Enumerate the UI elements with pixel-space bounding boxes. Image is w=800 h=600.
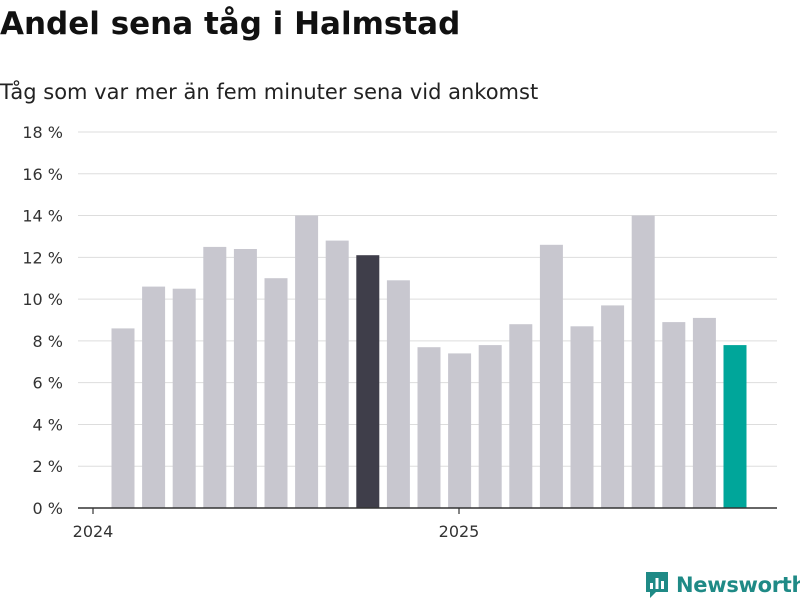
bar-2024-05 xyxy=(233,249,257,508)
y-tick-label: 10 % xyxy=(22,290,63,309)
newsworthy-logo-text: Newsworthy xyxy=(676,573,800,597)
y-tick-label: 4 % xyxy=(33,415,63,434)
bar-2024-02 xyxy=(142,286,166,508)
bar-2024-03 xyxy=(172,288,196,508)
y-tick-label: 0 % xyxy=(33,499,63,518)
bar-2024-08 xyxy=(325,240,349,508)
bar-2025-06 xyxy=(631,215,655,508)
newsworthy-logo-icon xyxy=(646,572,668,598)
axes: 0 % 2 % 4 % 6 % 8 % 10 % 12 % 14 % 16 % 18 % 2024 2… xyxy=(22,123,777,541)
chart-title: Andel sena tåg i Halmstad xyxy=(0,6,461,42)
y-tick-label: 18 % xyxy=(22,123,63,142)
bar-2024-11 xyxy=(417,347,441,508)
bar-2025-04 xyxy=(570,326,594,508)
bar-2024-09 xyxy=(356,255,380,508)
bar-2024-07 xyxy=(295,215,319,508)
bar-chart: 0 % 2 % 4 % 6 % 8 % 10 % 12 % 14 % 16 % 18 % 2024 2… xyxy=(22,123,777,541)
bar-2025-08 xyxy=(692,317,716,508)
newsworthy-logo[interactable]: Newsworthy xyxy=(644,570,800,600)
bar-2024-12 xyxy=(448,353,472,508)
bar-2025-01 xyxy=(478,345,502,508)
y-tick-label: 16 % xyxy=(22,165,63,184)
bar-2025-09 xyxy=(723,345,747,508)
bar-2025-02 xyxy=(509,324,533,508)
bar-2025-07 xyxy=(662,322,686,508)
x-tick-label: 2025 xyxy=(439,522,480,541)
y-tick-label: 2 % xyxy=(33,457,63,476)
bar-2025-05 xyxy=(601,305,625,508)
y-tick-label: 8 % xyxy=(33,332,63,351)
y-tick-label: 14 % xyxy=(22,207,63,226)
y-tick-label: 12 % xyxy=(22,248,63,267)
chart-subtitle: Tåg som var mer än fem minuter sena vid … xyxy=(0,80,539,104)
bars xyxy=(111,215,747,509)
x-tick-label: 2024 xyxy=(73,522,114,541)
bar-2024-10 xyxy=(386,280,410,508)
y-tick-label: 6 % xyxy=(33,374,63,393)
bar-2024-06 xyxy=(264,278,288,508)
bar-2024-04 xyxy=(203,246,227,508)
bar-2024-01 xyxy=(111,328,135,508)
bar-2025-03 xyxy=(539,244,563,509)
